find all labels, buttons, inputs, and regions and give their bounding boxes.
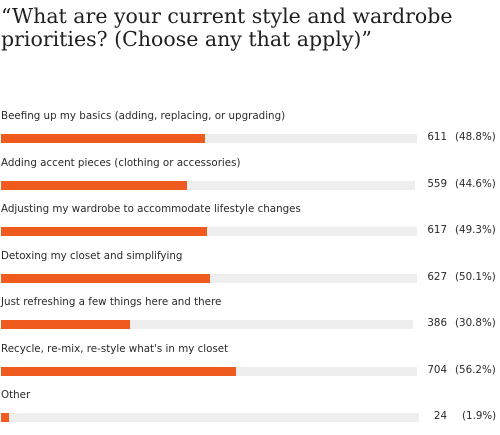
bar-track bbox=[1, 227, 417, 236]
bar-row: Adding accent pieces (clothing or access… bbox=[0, 157, 500, 203]
bar-label: Detoxing my closet and simplifying bbox=[1, 249, 183, 262]
bar-label: Just refreshing a few things here and th… bbox=[1, 296, 222, 308]
bar-label: Adjusting my wardrobe to accommodate lif… bbox=[1, 203, 301, 215]
bar-track bbox=[1, 180, 415, 190]
bar-label: Beefing up my basics (adding, replacing,… bbox=[1, 110, 286, 122]
bar bbox=[1, 227, 208, 236]
bar-label: Adding accent pieces (clothing or access… bbox=[1, 156, 241, 169]
bar-track bbox=[1, 134, 417, 143]
bar-row: Adjusting my wardrobe to accommodate lif… bbox=[0, 203, 500, 249]
bar bbox=[1, 320, 130, 329]
bar-count-label: 559 bbox=[427, 177, 447, 190]
bar-percent-label: (1.9%) bbox=[462, 410, 497, 422]
bar-label: Recycle, re-mix, re-style what's in my c… bbox=[1, 342, 229, 355]
bar-count-label: 627 bbox=[427, 270, 447, 283]
bar bbox=[1, 366, 236, 376]
bar-track bbox=[1, 320, 413, 329]
bar bbox=[1, 273, 211, 283]
bar-row: Beefing up my basics (adding, replacing,… bbox=[0, 110, 500, 156]
bar-label: Other bbox=[1, 389, 31, 401]
chart-title: “What are your current style and wardrob… bbox=[1, 4, 453, 51]
bar-percent-label: (50.1%) bbox=[455, 270, 496, 283]
bar-count-label: 704 bbox=[427, 363, 447, 376]
bar-count-label: 386 bbox=[427, 317, 447, 329]
bar-percent-label: (44.6%) bbox=[455, 177, 496, 190]
bar bbox=[1, 134, 205, 143]
bar-count-label: 617 bbox=[427, 224, 447, 236]
bar bbox=[1, 413, 9, 422]
bar-track bbox=[1, 413, 419, 422]
bar-percent-label: (49.3%) bbox=[455, 224, 496, 236]
bar bbox=[1, 180, 188, 190]
bar-row: Just refreshing a few things here and th… bbox=[0, 296, 500, 342]
bar-row: Detoxing my closet and simplifying 627 (50… bbox=[0, 250, 500, 296]
bar-row: Recycle, re-mix, re-style what's in my c… bbox=[0, 343, 500, 389]
bar-percent-label: (48.8%) bbox=[455, 131, 496, 143]
bar-track bbox=[1, 273, 417, 283]
bar-count-label: 24 bbox=[433, 410, 447, 422]
bar-percent-label: (56.2%) bbox=[455, 363, 496, 376]
bar-count-label: 611 bbox=[427, 131, 447, 143]
bar-row: Other 24 (1.9%) bbox=[0, 389, 500, 435]
bar-track bbox=[1, 366, 417, 376]
bar-percent-label: (30.8%) bbox=[455, 317, 496, 329]
